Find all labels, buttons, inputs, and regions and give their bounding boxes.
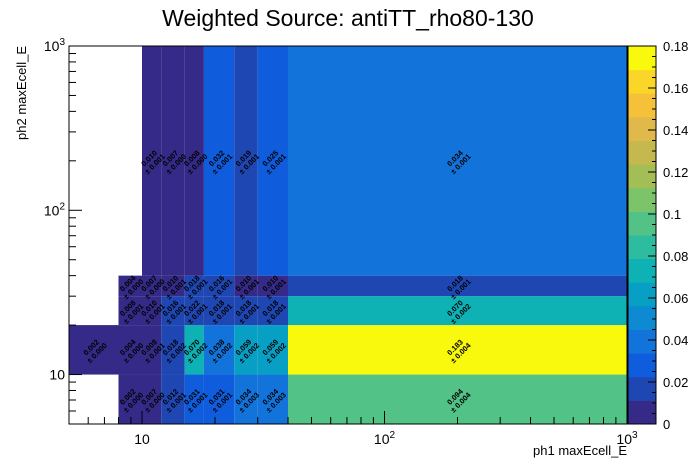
heatmap-cell [161,46,185,276]
heatmap-cell [161,296,185,326]
heatmap-cell [203,374,235,424]
heatmap-cell [234,275,258,297]
heatmap-cell [257,325,288,375]
colorbar-segment [628,305,656,330]
colorbar: 0 0.02 0.04 0.06 0.08 0.1 0.12 0.14 0.16 0.18 [627,39,688,432]
heatmap-cell [118,275,142,297]
heatmap-cell [141,46,162,276]
heatmap-cell [141,296,162,326]
colorbar-segment [628,93,656,118]
heatmap-cell [257,46,288,276]
heatmap-cell [287,325,627,375]
heatmap-cell [118,325,142,375]
heatmap-cell [161,275,185,297]
x-tick-label: 102 [374,430,396,447]
heatmap-cell [141,374,162,424]
colorbar-segment [628,258,656,283]
colorbar-segment [628,329,656,354]
colorbar-tick-label: 0 [663,417,670,432]
heatmap-cell [184,46,204,276]
heatmap-cell [257,275,288,297]
x-tick-label: 10 [134,431,150,447]
heatmap-cell [257,296,288,326]
heatmap-cell [203,325,235,375]
heatmap-cell [161,325,185,375]
heatmap-cell [234,46,258,276]
y-tick-label: 10 [49,367,65,383]
colorbar-segment [628,282,656,307]
colorbar-segment [628,140,656,165]
heatmap-cell [141,275,162,297]
colorbar-segment [628,211,656,236]
x-tick-label: 103 [616,430,638,447]
colorbar-tick-label: 0.06 [663,291,688,306]
colorbar-tick-label: 0.08 [663,249,688,264]
y-tick-label: 103 [44,37,66,54]
colorbar-segment [628,353,656,378]
heatmap-cell [184,275,204,297]
plot-frame [68,45,628,425]
colorbar-segment [628,187,656,212]
colorbar-segment [628,116,656,141]
colorbar-tick-label: 0.04 [663,333,688,348]
axes: 10 102 103 10 102 103 [44,37,638,447]
heatmap-cell [287,374,627,424]
x-axis-title: ph1 maxEcell_E [533,443,627,458]
heatmap-cell [287,296,627,326]
chart-title: Weighted Source: antiTT_rho80-130 [162,5,534,31]
colorbar-tick-label: 0.1 [663,207,681,222]
heatmap-cell [234,325,258,375]
colorbar-segment [628,164,656,189]
colorbar-tick-label: 0.18 [663,39,688,54]
colorbar-tick-label: 0.16 [663,81,688,96]
heatmap-cell [184,296,204,326]
colorbar-segment [628,69,656,94]
colorbar-segment [628,46,656,71]
colorbar-segment [628,400,656,425]
heatmap-cells [69,46,627,424]
heatmap-cell [203,275,235,297]
colorbar-tick-label: 0.02 [663,375,688,390]
colorbar-segment [628,235,656,260]
y-tick-label: 102 [44,201,66,218]
y-axis-title: ph2 maxEcell_E [14,46,29,140]
heatmap-cell [203,46,235,276]
heatmap-cell [234,296,258,326]
heatmap-cell [234,374,258,424]
heatmap-cell [161,374,185,424]
colorbar-tick-label: 0.12 [663,165,688,180]
heatmap-cell [184,325,204,375]
heatmap-cell [141,325,162,375]
heatmap-cell [184,374,204,424]
heatmap-cell [118,374,142,424]
heatmap-cell [118,296,142,326]
colorbar-tick-label: 0.14 [663,123,688,138]
heatmap-cell [287,275,627,297]
heatmap-cell [69,325,119,375]
colorbar-segment [628,376,656,401]
heatmap-cell [203,296,235,326]
heatmap-cell [257,374,288,424]
heatmap-cell [287,46,627,276]
